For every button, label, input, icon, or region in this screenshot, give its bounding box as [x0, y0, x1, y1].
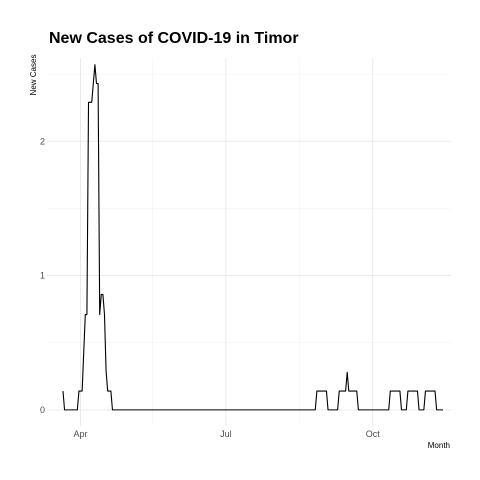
chart-title: New Cases of COVID-19 in Timor: [49, 30, 299, 47]
y-tick-label: 1: [40, 271, 45, 281]
new-cases-series-line: [62, 64, 444, 411]
x-tick-label: Jul: [220, 429, 232, 439]
y-tick-label: 2: [40, 136, 45, 146]
x-tick-label: Oct: [366, 429, 381, 439]
y-tick-label: 0: [40, 405, 45, 415]
y-axis-label: New Cases: [29, 55, 38, 96]
minor-gridlines: [47, 58, 451, 426]
x-tick-label: Apr: [74, 429, 88, 439]
y-axis-tick-labels: 0 1 2: [40, 136, 45, 415]
x-axis-tick-labels: Apr Jul Oct: [74, 429, 381, 439]
x-axis-label: Month: [428, 441, 450, 450]
